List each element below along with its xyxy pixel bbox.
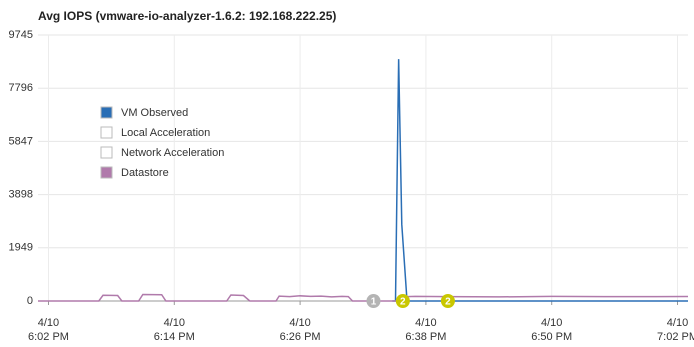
series-line [38, 293, 689, 302]
y-tick-label: 7796 [9, 82, 33, 94]
x-tick-label: 4/10 6:38 PM [405, 317, 447, 343]
event-marker [440, 294, 455, 308]
legend-swatch [100, 166, 113, 179]
x-tick-label: 4/10 6:14 PM [153, 317, 195, 343]
legend-label: Network Acceleration [121, 147, 224, 159]
y-tick-label: 1949 [9, 242, 33, 254]
event-marker-label: 2 [400, 297, 406, 308]
legend-label: Local Acceleration [121, 127, 210, 139]
y-tick-label: 3898 [9, 189, 33, 201]
y-tick-label: 0 [27, 295, 33, 307]
x-tick-label: 4/10 6:50 PM [531, 317, 573, 343]
chart-title: Avg IOPS (vmware-io-analyzer-1.6.2: 192.… [38, 9, 336, 23]
legend-swatch [100, 126, 113, 139]
legend-swatch [100, 106, 113, 119]
series-line [392, 59, 688, 302]
legend-label: Datastore [121, 167, 169, 179]
legend-swatch [100, 146, 113, 159]
x-tick-label: 4/10 6:26 PM [279, 317, 321, 343]
x-tick-label: 4/10 7:02 PM [657, 317, 694, 343]
y-tick-label: 9745 [9, 29, 33, 41]
x-tick-label: 4/10 6:02 PM [27, 317, 69, 343]
y-tick-label: 5847 [9, 135, 33, 147]
event-marker [395, 294, 410, 308]
event-marker [366, 294, 381, 308]
event-marker-label: 1 [371, 297, 377, 308]
legend-label: VM Observed [121, 107, 188, 119]
event-marker-label: 2 [445, 297, 451, 308]
